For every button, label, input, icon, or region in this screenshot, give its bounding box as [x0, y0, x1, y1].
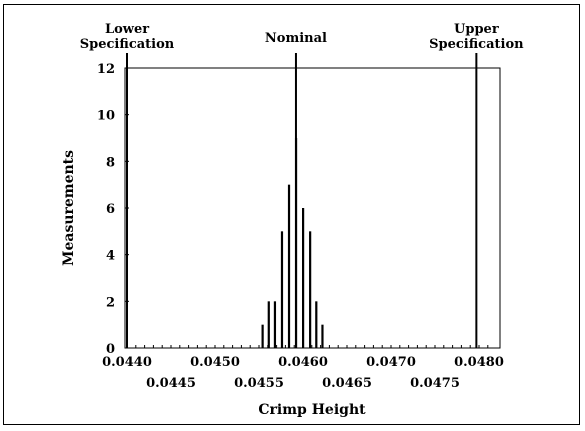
x-tick-label-upper: 0.0470	[366, 355, 416, 370]
x-tick-label-upper: 0.0460	[278, 355, 328, 370]
reference-lines	[126, 53, 478, 348]
y-tick-label: 12	[97, 62, 115, 77]
histogram-bar	[321, 324, 324, 348]
histogram-bar	[273, 301, 277, 348]
bar-series	[261, 138, 324, 348]
y-tick-label: 2	[106, 295, 115, 310]
histogram-bar	[261, 324, 264, 348]
x-tick-label-upper: 0.0450	[190, 355, 240, 370]
histogram-bar	[302, 208, 305, 348]
reference-line-label: Upper	[454, 22, 499, 37]
y-tick-label: 8	[106, 155, 115, 170]
x-tick-label-lower: 0.0445	[146, 376, 196, 391]
x-axis-label: Crimp Height	[258, 402, 366, 418]
x-tick-label-lower: 0.0455	[234, 376, 284, 391]
reference-line-label: Lower	[105, 22, 149, 37]
chart-frame	[3, 4, 580, 425]
y-tick-label: 6	[106, 202, 115, 217]
y-tick-label: 0	[106, 342, 115, 357]
reference-line-label: Specification	[429, 37, 524, 52]
x-tick-label-upper: 0.0440	[102, 355, 152, 370]
histogram-bar	[287, 184, 291, 348]
x-tick-label-lower: 0.0475	[410, 376, 460, 391]
y-tick-label: 4	[106, 249, 115, 264]
reference-line-label: Specification	[80, 37, 175, 52]
x-tick-label-lower: 0.0465	[322, 376, 372, 391]
histogram-bar	[315, 301, 318, 348]
y-axis-label: Measurements	[61, 150, 77, 266]
axis-ticks	[125, 67, 489, 349]
tick-labels: 0 2 4 6 8 10 12 0.0440 0.0450 0.0460 0.0470 0.0480 0…	[80, 22, 524, 391]
histogram-bar	[267, 301, 270, 348]
plot-area	[124, 67, 501, 349]
y-tick-label: 10	[97, 109, 115, 124]
x-tick-label-upper: 0.0480	[454, 355, 504, 370]
histogram-bar	[309, 231, 312, 348]
histogram-bar	[280, 231, 284, 348]
reference-line-label: Nominal	[265, 31, 327, 46]
